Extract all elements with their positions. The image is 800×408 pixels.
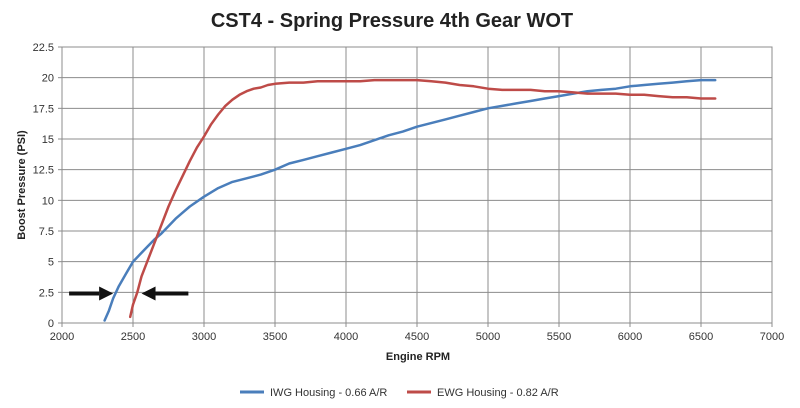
arrow-head xyxy=(141,286,156,301)
x-tick-label: 4500 xyxy=(405,331,429,343)
arrow-annotation-right xyxy=(69,286,114,301)
legend-label: EWG Housing - 0.82 A/R xyxy=(437,387,559,399)
x-tick-label: 3500 xyxy=(263,331,287,343)
y-tick-label: 5 xyxy=(48,257,54,269)
x-tick-label: 5000 xyxy=(476,331,500,343)
x-axis-title: Engine RPM xyxy=(386,351,450,363)
arrow-head xyxy=(99,286,114,301)
x-tick-label: 4000 xyxy=(334,331,358,343)
y-tick-label: 2.5 xyxy=(39,287,54,299)
series-line-ewg xyxy=(128,78,717,319)
y-tick-label: 17.5 xyxy=(33,103,54,115)
chart-legend: IWG Housing - 0.66 A/R EWG Housing - 0.82… xyxy=(240,387,559,399)
arrow-annotation-left xyxy=(141,286,189,301)
x-tick-label: 2000 xyxy=(50,331,74,343)
x-tick-label: 2500 xyxy=(121,331,145,343)
chart-title: CST4 - Spring Pressure 4th Gear WOT xyxy=(211,10,573,32)
y-tick-label: 10 xyxy=(42,195,54,207)
x-tick-label: 6500 xyxy=(689,331,713,343)
y-tick-label: 12.5 xyxy=(33,165,54,177)
grid-lines xyxy=(61,46,773,324)
y-tick-label: 22.5 xyxy=(33,42,54,54)
x-axis-ticks: 2000 2500 3000 3500 4000 4500 5000 5500 6000 6500… xyxy=(50,323,784,343)
x-tick-label: 6000 xyxy=(618,331,642,343)
y-tick-label: 7.5 xyxy=(39,226,54,238)
y-tick-label: 15 xyxy=(42,134,54,146)
x-tick-label: 3000 xyxy=(192,331,216,343)
x-tick-label: 5500 xyxy=(547,331,571,343)
x-tick-label: 7000 xyxy=(760,331,784,343)
y-tick-label: 0 xyxy=(48,318,54,330)
legend-label: IWG Housing - 0.66 A/R xyxy=(270,387,387,399)
y-tick-label: 20 xyxy=(42,73,54,85)
y-axis-ticks: 0 2.5 5 7.5 10 12.5 15 17.5 20 22.5 xyxy=(33,42,62,330)
legend-item: EWG Housing - 0.82 A/R xyxy=(407,387,559,399)
annotation-layer xyxy=(69,286,189,301)
y-axis-title: Boost Pressure (PSI) xyxy=(16,130,28,240)
legend-item: IWG Housing - 0.66 A/R xyxy=(240,387,387,399)
series-layer xyxy=(103,78,717,322)
